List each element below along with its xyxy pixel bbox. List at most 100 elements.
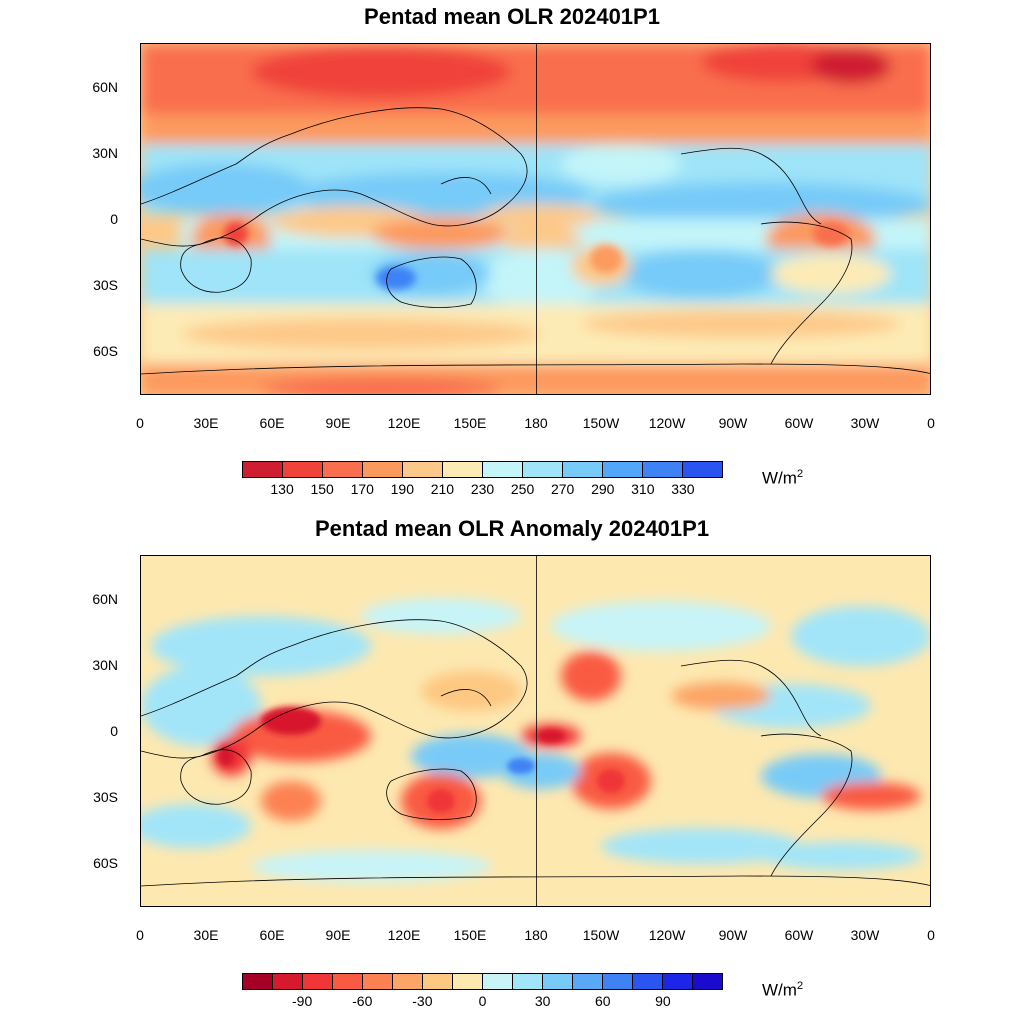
lat-tick-label: 30N [92, 145, 118, 161]
colorbar-swatch [523, 462, 563, 477]
colorbar-swatch [423, 974, 453, 989]
colorbar-swatch [683, 462, 722, 477]
colorbar-swatch [483, 462, 523, 477]
lon-tick-label: 0 [136, 415, 144, 431]
colorbar-swatch [393, 974, 423, 989]
colorbar-swatch [483, 974, 513, 989]
lon-tick-label: 150E [453, 415, 487, 431]
lon-tick-label: 120E [387, 415, 421, 431]
colorbar-swatch [453, 974, 483, 989]
colorbar-swatch [443, 462, 483, 477]
lon-tick-label: 60W [784, 415, 814, 431]
lon-tick-label: 0 [927, 415, 935, 431]
lon-tick-label: 150W [582, 927, 620, 943]
anomaly-colorbar [242, 973, 723, 990]
colorbar-tick-label: 230 [470, 481, 495, 497]
lon-tick-label: 180 [524, 415, 548, 431]
lat-tick-label: 60S [93, 855, 118, 871]
colorbar-swatch [643, 462, 683, 477]
colorbar-swatch [403, 462, 443, 477]
olr-anomaly-map-field [141, 556, 930, 906]
lon-tick-label: 60W [784, 927, 814, 943]
anomaly-contour-detail [218, 707, 625, 813]
lat-tick-label: 60S [93, 343, 118, 359]
coastlines [141, 107, 930, 375]
lon-tick-label: 180 [524, 927, 548, 943]
olr-colorbar [242, 461, 723, 478]
lat-tick-label: 0 [110, 211, 118, 227]
longitude-axis: 0 30E 60E 90E 120E 150E 180 150W 120W 90… [136, 907, 935, 943]
colorbar-swatch [303, 974, 333, 989]
olr-contour-fill [141, 44, 930, 394]
colorbar-tick-label: -30 [412, 993, 433, 1009]
olr-map [140, 43, 931, 395]
lon-tick-label: 30E [193, 415, 219, 431]
colorbar-swatch [633, 974, 663, 989]
lon-tick-label: 90E [325, 927, 351, 943]
lat-tick-label: 30N [92, 657, 118, 673]
colorbar-swatch [283, 462, 323, 477]
colorbar-tick-label: 0 [478, 993, 487, 1009]
coastlines [141, 619, 930, 887]
colorbar-tick-label: 210 [430, 481, 455, 497]
colorbar-tick-label: 130 [270, 481, 294, 497]
lon-tick-label: 90W [718, 927, 748, 943]
colorbar-swatch [333, 974, 363, 989]
colorbar-tick-label: 190 [390, 481, 415, 497]
lon-tick-label: 150E [453, 927, 487, 943]
latitude-axis: 60N 30N 0 30S 60S [0, 43, 140, 395]
lon-tick-label: 90E [325, 415, 351, 431]
colorbar-swatch [323, 462, 363, 477]
panel-title: Pentad mean OLR Anomaly 202401P1 [314, 516, 710, 541]
colorbar-swatch [243, 974, 273, 989]
colorbar-swatch [693, 974, 722, 989]
lon-tick-label: 120W [648, 415, 686, 431]
olr-map-field [141, 44, 930, 394]
colorbar-swatch [663, 974, 693, 989]
olr-panel: Pentad mean OLR 202401P1 60N 30N 0 30S 6… [0, 4, 935, 499]
lon-tick-label: 30W [850, 927, 880, 943]
olr-anomaly-panel: Pentad mean OLR Anomaly 202401P1 60N 30N… [0, 512, 1024, 1024]
latitude-axis: 60N 30N 0 30S 60S [0, 555, 140, 907]
colorbar-tick-label: 330 [671, 481, 695, 497]
lon-tick-label: 30E [193, 927, 219, 943]
panel-title: Pentad mean OLR 202401P1 [364, 4, 660, 29]
colorbar-swatch [603, 462, 643, 477]
anomaly-contour-fill [141, 598, 930, 882]
lat-tick-label: 60N [92, 591, 118, 607]
colorbar-tick-label: 290 [591, 481, 615, 497]
anomaly-colorbar-labels: -90 -60 -30 0 30 60 90 [242, 993, 723, 1011]
olr-anomaly-map [140, 555, 931, 907]
olr-contour-detail [224, 222, 849, 290]
lat-tick-label: 60N [92, 79, 118, 95]
units-label: W/m2 [762, 980, 804, 1000]
colorbar-swatch [243, 462, 283, 477]
lat-tick-label: 30S [93, 277, 118, 293]
colorbar-tick-label: -90 [292, 993, 313, 1009]
colorbar-swatch [563, 462, 603, 477]
colorbar-swatch [513, 974, 543, 989]
lon-tick-label: 60E [259, 927, 285, 943]
colorbar-tick-label: 150 [310, 481, 334, 497]
colorbar-swatch [573, 974, 603, 989]
longitude-axis: 0 30E 60E 90E 120E 150E 180 150W 120W 90… [136, 395, 935, 431]
lon-tick-label: 0 [927, 927, 935, 943]
lat-tick-label: 0 [110, 723, 118, 739]
olr-colorbar-labels: 130 150 170 190 210 230 250 270 290 310 330 [242, 481, 723, 499]
units-label: W/m2 [762, 468, 804, 488]
colorbar-swatch [363, 462, 403, 477]
colorbar-swatch [543, 974, 573, 989]
lat-tick-label: 30S [93, 789, 118, 805]
colorbar-swatch [363, 974, 393, 989]
colorbar-tick-label: 170 [350, 481, 374, 497]
colorbar-swatch [603, 974, 633, 989]
lon-tick-label: 120W [648, 927, 686, 943]
lon-tick-label: 30W [850, 415, 880, 431]
colorbar-tick-label: 250 [510, 481, 535, 497]
lon-tick-label: 0 [136, 927, 144, 943]
colorbar-tick-label: 60 [594, 993, 611, 1009]
lon-tick-label: 150W [582, 415, 620, 431]
colorbar-tick-label: 30 [534, 993, 551, 1009]
colorbar-tick-label: -60 [352, 993, 373, 1009]
colorbar-swatch [273, 974, 303, 989]
